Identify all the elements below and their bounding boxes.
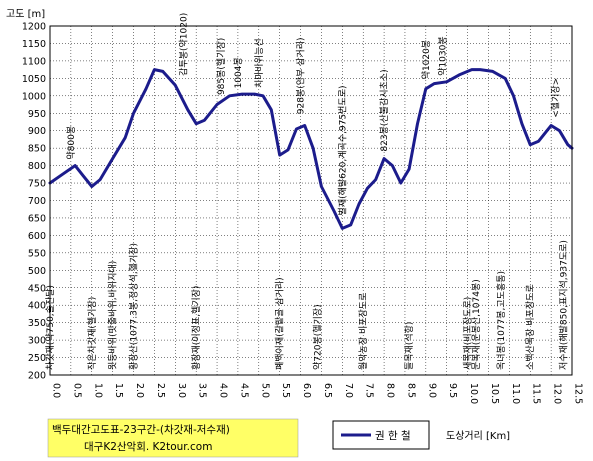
annotation-label: 황장산(1077.3봉,정상석,헬기장) <box>129 243 140 370</box>
y-tick-label: 450 <box>28 283 46 294</box>
y-tick-label: 500 <box>28 266 46 277</box>
x-tick-label: 0.5 <box>71 383 82 398</box>
x-tick-label: 3.5 <box>197 383 208 398</box>
x-tick-label: 10.0 <box>468 383 479 404</box>
y-tick-label: 600 <box>28 231 46 242</box>
x-tick-label: 5.0 <box>259 383 270 398</box>
y-tick-label: 1200 <box>22 22 46 33</box>
x-tick-label: 8.0 <box>385 383 396 398</box>
annotation-label: 소백산목장 비포장도로 <box>525 284 536 370</box>
info-box: 백두대간고도표-23구간-(차갓재-저수재) 대구K2산악회. K2tour.c… <box>47 418 299 458</box>
x-tick-label: 8.5 <box>405 383 416 398</box>
legend: 권 한 철 <box>332 420 430 450</box>
x-tick-labels: 0.0 0.5 1.0 1.5 2.0 2.5 3.0 3.5 4.0 4.5 5.0 5.5 6.0 6… <box>51 383 584 404</box>
info-box-credit: 대구K2산악회. K2tour.com <box>84 441 212 453</box>
y-tick-label: 550 <box>28 248 46 259</box>
info-box-background <box>47 418 299 458</box>
y-tick-labels: 200 250 300 350 400 450 500 550 600 650 700 750 800 8… <box>22 22 46 382</box>
x-tick-label: 9.0 <box>426 383 437 398</box>
x-tick-label: 4.0 <box>218 383 229 398</box>
x-tick-label: 7.0 <box>343 383 354 398</box>
y-tick-label: 250 <box>28 353 46 364</box>
annotation-label: 문복재(운봉산,1074봉) <box>471 279 482 370</box>
annotation-label: 치마바위능선 <box>253 38 265 88</box>
y-tick-label: 1150 <box>22 39 46 50</box>
plot-frame <box>49 25 573 376</box>
annotation-label: 928봉(안부 삼거리) <box>296 37 307 114</box>
y-tick-label: 750 <box>28 179 46 190</box>
x-tick-label: 4.5 <box>238 383 249 398</box>
y-tick-label: 1000 <box>22 91 46 102</box>
y-tick-label: 800 <box>28 161 46 172</box>
y-tick-label: 1100 <box>22 56 46 67</box>
x-tick-label: 1.5 <box>113 383 124 398</box>
x-tick-label: 0.0 <box>51 383 62 398</box>
annotation-label: 약1020봉 <box>420 40 432 79</box>
annotation-label: 약1030봉 <box>437 36 449 75</box>
x-tick-label: 2.5 <box>155 383 166 398</box>
y-tick-label: 700 <box>28 196 46 207</box>
y-tick-label: 900 <box>28 126 46 137</box>
grid <box>50 25 572 376</box>
x-tick-label: 5.5 <box>280 383 291 398</box>
x-tick-label: 9.5 <box>447 383 458 398</box>
series-layer <box>48 68 574 230</box>
x-tick-label: 12.0 <box>552 383 563 404</box>
annotation-label: 옥녀봉(1077봉,고도흥통) <box>495 271 507 370</box>
y-tick-label: 400 <box>28 301 46 312</box>
annotation-label: 폐백이재(갈밭골 삼거리) <box>274 277 286 370</box>
annotation-label: 저수재(해발850,표지석,937도로) <box>559 240 570 370</box>
annotation-label: <헬기장> <box>550 78 561 118</box>
y-tick-label: 350 <box>28 318 46 329</box>
x-tick-label: 11.5 <box>531 383 542 404</box>
annotation-label: 감투봉(약1020) <box>178 13 190 76</box>
annotation-label: 황장재(이정표,헬기장) <box>191 286 202 370</box>
x-axis-title: 도상거리 [Km] <box>446 430 510 442</box>
annotation-label: 작은차갓재(헬기장) <box>86 297 98 370</box>
annotation-label: 823봉(산불감시초소) <box>378 69 390 151</box>
x-tick-label: 1.0 <box>92 383 103 398</box>
y-tick-label: 200 <box>28 371 46 382</box>
annotation-label: 약720봉(헬기장) <box>311 304 323 370</box>
annotation-label: 새목재(비포장도로) <box>463 297 474 370</box>
x-tick-label: 7.5 <box>364 383 375 398</box>
annotation-label: 985봉(헬기장) <box>216 38 227 95</box>
x-tick-label: 10.5 <box>489 383 500 404</box>
annotation-label: 들목재(석항) <box>404 322 415 370</box>
y-tick-label: 950 <box>28 109 46 120</box>
annotation-label: 1004봉 <box>233 57 244 88</box>
x-tick-label: 6.5 <box>322 383 333 398</box>
annotation-label: 약800봉 <box>65 126 77 160</box>
annotation-label: 월악농장 비포장도로 <box>357 293 369 370</box>
annotation-label: 벌재(해발620,계곡수,975번도로) <box>336 86 348 216</box>
legend-label: 권 한 철 <box>375 430 411 442</box>
x-tick-label: 3.0 <box>176 383 187 398</box>
y-tick-label: 300 <box>28 336 46 347</box>
y-axis-title: 고도 [m] <box>6 9 45 20</box>
y-tick-label: 650 <box>28 213 46 224</box>
y-tick-label: 850 <box>28 144 46 155</box>
x-tick-label: 2.0 <box>134 383 145 398</box>
x-tick-label: 6.0 <box>301 383 312 398</box>
elevation-line <box>48 68 574 230</box>
x-tick-label: 11.0 <box>510 383 521 404</box>
annotation-label: 묏등바위(밧줄바위,바위지대) <box>107 261 119 370</box>
x-tick-label: 12.5 <box>573 383 584 404</box>
info-box-title: 백두대간고도표-23구간-(차갓재-저수재) <box>52 424 230 436</box>
y-tick-label: 1050 <box>22 74 46 85</box>
